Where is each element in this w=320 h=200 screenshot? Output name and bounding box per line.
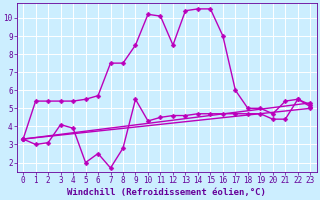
- X-axis label: Windchill (Refroidissement éolien,°C): Windchill (Refroidissement éolien,°C): [67, 188, 266, 197]
